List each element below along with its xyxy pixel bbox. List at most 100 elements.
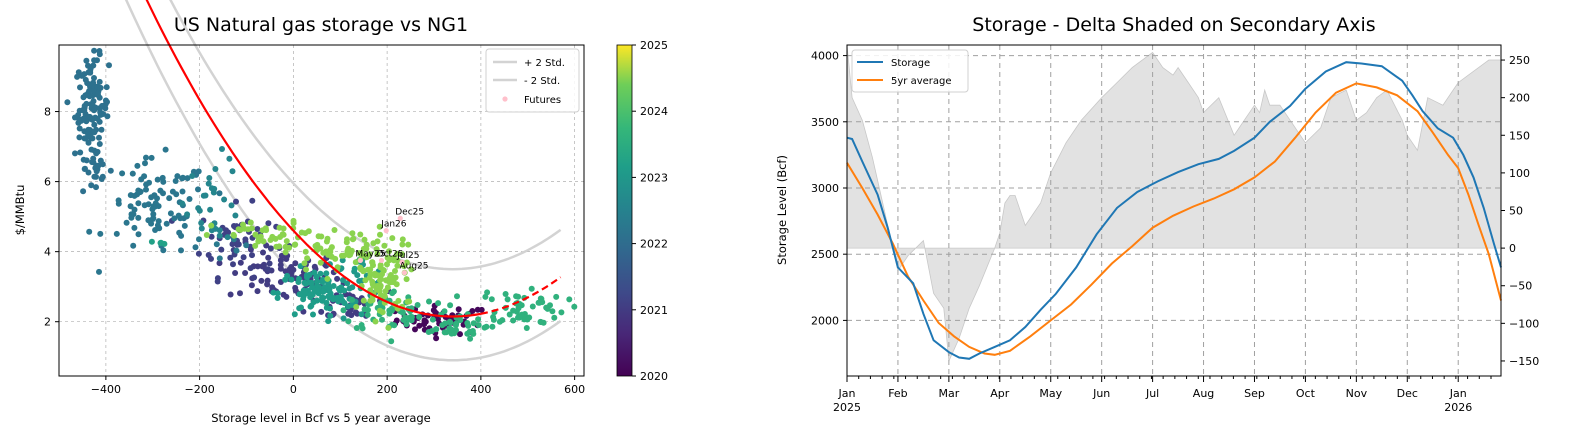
scatter-point bbox=[381, 242, 388, 249]
scatter-point bbox=[323, 270, 330, 277]
scatter-point bbox=[352, 309, 359, 316]
storage-line bbox=[846, 61, 1502, 360]
chart2-legend: Storage 5yr average bbox=[851, 49, 969, 93]
y2-tick-label: 50 bbox=[1509, 205, 1523, 218]
scatter-point bbox=[376, 307, 383, 314]
scatter-point bbox=[135, 200, 142, 207]
y-tick-label: 2 bbox=[44, 316, 51, 329]
scatter-point bbox=[394, 250, 401, 257]
scatter-point bbox=[292, 284, 299, 291]
scatter-point bbox=[327, 312, 334, 319]
scatter-point bbox=[90, 79, 97, 86]
scatter-point bbox=[348, 312, 355, 319]
scatter-point bbox=[325, 293, 332, 300]
scatter-point bbox=[129, 170, 136, 177]
scatter-point bbox=[104, 99, 110, 105]
scatter-point bbox=[260, 238, 267, 245]
scatter-point bbox=[351, 265, 358, 272]
scatter-point bbox=[393, 317, 400, 324]
y-tick-label: 2000 bbox=[811, 314, 839, 327]
scatter-point bbox=[95, 91, 101, 98]
scatter-point bbox=[196, 236, 202, 243]
scatter-point bbox=[77, 149, 84, 156]
scatter-point bbox=[83, 118, 90, 125]
scatter-point bbox=[262, 225, 269, 232]
scatter-point bbox=[160, 247, 167, 254]
scatter-point bbox=[83, 57, 90, 64]
futures-label: Jan26 bbox=[380, 220, 407, 230]
scatter-point bbox=[93, 168, 100, 175]
scatter-point bbox=[230, 261, 236, 268]
futures-point bbox=[378, 257, 385, 264]
scatter-point bbox=[353, 325, 360, 331]
scatter-point bbox=[312, 243, 319, 249]
scatter-point bbox=[207, 206, 214, 213]
scatter-point bbox=[344, 248, 351, 255]
scatter-point bbox=[364, 311, 371, 318]
month-tick-label: Jul bbox=[1145, 387, 1159, 400]
scatter-point bbox=[142, 160, 148, 167]
scatter-point bbox=[399, 309, 406, 316]
scatter-point bbox=[96, 268, 102, 275]
scatter-point bbox=[272, 235, 279, 242]
scatter-point bbox=[206, 175, 213, 181]
scatter-point bbox=[302, 248, 309, 255]
month-tick-label: Jan bbox=[1449, 387, 1467, 400]
scatter-point bbox=[75, 119, 82, 126]
scatter-point bbox=[249, 252, 255, 259]
scatter-point bbox=[376, 223, 383, 230]
scatter-point bbox=[162, 146, 169, 153]
scatter-point bbox=[247, 265, 254, 272]
scatter-point bbox=[352, 259, 359, 266]
scatter-point bbox=[267, 245, 274, 252]
scatter-point bbox=[255, 238, 262, 245]
month-tick-label: Aug bbox=[1193, 387, 1214, 400]
scatter-point bbox=[334, 275, 341, 282]
scatter-point bbox=[421, 317, 428, 324]
scatter-point bbox=[84, 80, 91, 87]
scatter-point bbox=[325, 251, 332, 258]
scatter-point bbox=[161, 240, 168, 247]
month-tick-label: Sep bbox=[1244, 387, 1265, 400]
scatter-point bbox=[339, 257, 346, 264]
scatter-point bbox=[374, 272, 381, 279]
scatter-point bbox=[80, 156, 87, 163]
chart2-ylabel: Storage Level (Bcf) bbox=[775, 155, 789, 265]
y-tick-label: 3000 bbox=[811, 182, 839, 195]
scatter-point bbox=[310, 311, 316, 318]
scatter-point bbox=[282, 243, 289, 250]
scatter-point bbox=[240, 221, 246, 228]
scatter-point bbox=[323, 304, 330, 311]
y-tick-label: 4000 bbox=[811, 50, 839, 63]
scatter-point bbox=[243, 242, 250, 249]
scatter-point bbox=[475, 316, 482, 323]
scatter-point bbox=[313, 287, 320, 293]
scatter-point bbox=[98, 126, 105, 133]
scatter-point bbox=[399, 251, 405, 258]
colorbar-tick-label: 2020 bbox=[640, 370, 668, 383]
scatter-point bbox=[119, 170, 126, 177]
scatter-point bbox=[159, 174, 166, 181]
scatter-point bbox=[301, 260, 308, 267]
scatter-point bbox=[90, 88, 97, 95]
scatter-point bbox=[97, 111, 104, 118]
fit-line bbox=[145, 0, 482, 318]
scatter-point bbox=[166, 195, 173, 202]
chart1-legend: + 2 Std. - 2 Std. Futures bbox=[485, 48, 580, 113]
scatter-point bbox=[317, 245, 324, 252]
scatter-point bbox=[528, 285, 535, 292]
scatter-point bbox=[177, 215, 184, 222]
scatter-point bbox=[283, 238, 290, 245]
scatter-point bbox=[154, 176, 161, 183]
scatter-point bbox=[379, 316, 385, 323]
scatter-point bbox=[254, 288, 261, 295]
scatter-point bbox=[506, 311, 513, 318]
scatter-point bbox=[320, 288, 327, 295]
scatter-point bbox=[237, 290, 243, 297]
scatter-point bbox=[208, 185, 215, 192]
scatter-point bbox=[208, 222, 215, 229]
scatter-point bbox=[240, 254, 247, 261]
scatter-point bbox=[265, 254, 272, 261]
scatter-point bbox=[389, 235, 396, 242]
